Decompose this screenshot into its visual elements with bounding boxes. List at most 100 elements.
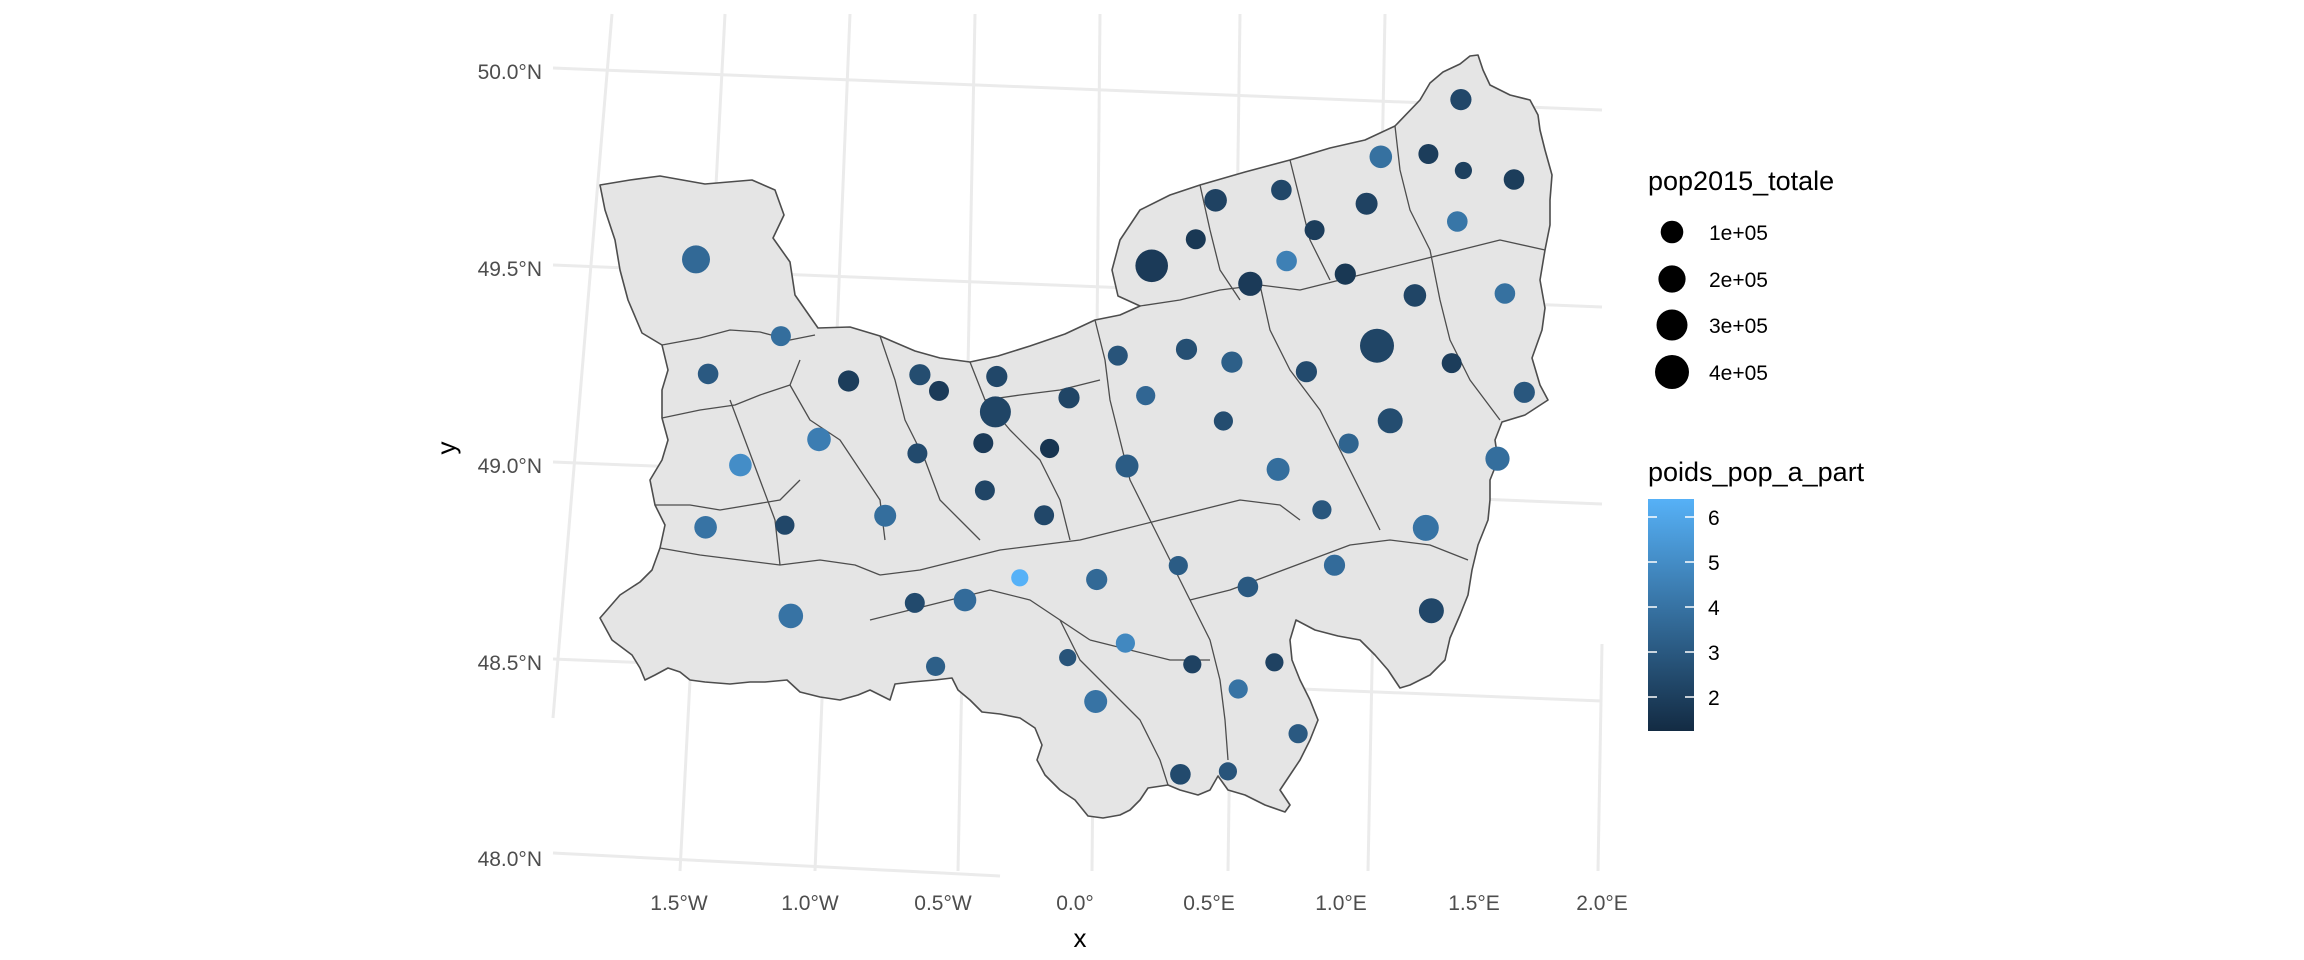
population-point <box>1265 653 1284 672</box>
population-point <box>1011 569 1029 587</box>
population-point <box>874 504 897 527</box>
boundary <box>1059 619 1169 786</box>
population-point <box>1266 457 1290 481</box>
colorbar-label: 2 <box>1708 687 1720 710</box>
population-point <box>1513 381 1535 403</box>
population-point <box>1238 271 1263 296</box>
boundary <box>1199 184 1241 301</box>
x-axis-ticks: 1.5°W 1.0°W 0.5°W 0.0° 0.5°E 1.0°E 1.5°E… <box>650 892 1628 915</box>
population-point <box>1323 554 1346 576</box>
normandy-region <box>599 54 1553 819</box>
x-axis-title: x <box>1074 923 1087 953</box>
population-point <box>1034 505 1055 526</box>
population-point <box>1204 189 1227 212</box>
x-tick-label: 0.5°E <box>1183 892 1235 915</box>
population-point <box>697 363 719 385</box>
boundary <box>879 519 1161 576</box>
x-tick-label: 0.0° <box>1056 892 1094 915</box>
population-point <box>1312 500 1332 520</box>
population-point <box>1441 353 1462 374</box>
population-point <box>909 364 931 386</box>
y-tick-label: 49.0°N <box>478 455 542 478</box>
size-legend-key <box>1660 220 1684 244</box>
population-point <box>1175 338 1198 360</box>
size-legend-label: 4e+05 <box>1709 362 1768 385</box>
boundary <box>879 335 981 541</box>
population-point <box>1221 351 1243 373</box>
boundary <box>655 479 801 511</box>
population-point <box>1360 328 1394 363</box>
population-point <box>1450 89 1472 111</box>
population-point <box>729 453 752 477</box>
size-legend-key <box>1656 309 1688 341</box>
population-point <box>1213 411 1233 431</box>
population-point <box>1503 169 1525 190</box>
population-point <box>1135 249 1168 283</box>
population-point <box>907 443 928 464</box>
y-tick-label: 48.5°N <box>478 652 542 675</box>
population-point <box>1494 283 1516 304</box>
population-point <box>1040 438 1060 459</box>
population-point <box>1058 387 1080 409</box>
population-point <box>1271 179 1292 201</box>
population-point <box>778 603 804 629</box>
population-point <box>974 480 995 501</box>
population-point <box>1338 433 1359 454</box>
population-point <box>1115 633 1135 653</box>
population-point <box>1295 361 1317 383</box>
x-tick-label: 1.5°E <box>1448 892 1500 915</box>
population-point <box>694 516 717 539</box>
x-tick-label: 1.0°W <box>781 892 839 915</box>
boundary <box>1189 599 1229 761</box>
population-point <box>1059 649 1077 667</box>
population-point <box>904 592 925 613</box>
size-legend: pop2015_totale 1e+05 2e+05 3e+05 4e+05 <box>1648 166 1834 389</box>
population-point <box>1418 144 1439 164</box>
population-point <box>1412 514 1439 541</box>
population-point <box>770 326 791 347</box>
population-point <box>926 656 946 677</box>
population-point <box>1185 229 1206 250</box>
boundary <box>1289 159 1331 281</box>
colorbar <box>1648 499 1694 731</box>
x-tick-label: 0.5°W <box>914 892 972 915</box>
population-point <box>929 380 949 401</box>
population-point <box>1377 408 1403 434</box>
y-axis-ticks: 50.0°N 49.5°N 49.0°N 48.5°N 48.0°N <box>478 61 542 871</box>
population-point <box>1183 655 1202 674</box>
boundary <box>1159 499 1301 521</box>
size-legend-key <box>1658 265 1686 293</box>
population-point <box>1403 284 1427 307</box>
colorbar-label: 6 <box>1708 507 1720 530</box>
x-tick-label: 2.0°E <box>1576 892 1628 915</box>
population-point <box>1276 250 1297 272</box>
population-point <box>1369 145 1393 169</box>
size-legend-label: 3e+05 <box>1709 315 1768 338</box>
population-point <box>1485 446 1510 471</box>
colorbar-ticks <box>1648 516 1694 698</box>
y-axis-title: y <box>431 442 461 455</box>
population-point <box>1454 161 1472 180</box>
population-point <box>1136 386 1156 406</box>
population-point <box>1107 345 1128 366</box>
boundary <box>1259 284 1381 531</box>
boundary <box>984 379 1101 401</box>
population-point <box>1170 764 1191 785</box>
population-point <box>775 515 795 535</box>
meridian-1.5W <box>551 13 614 719</box>
population-point <box>1304 220 1325 241</box>
boundary <box>1189 539 1469 601</box>
boundary <box>661 359 801 419</box>
population-point <box>1237 576 1259 598</box>
boundary <box>661 329 816 346</box>
population-point <box>1355 192 1378 215</box>
size-legend-key <box>1655 355 1689 389</box>
points-layer <box>682 89 1535 785</box>
colorbar-label: 3 <box>1708 642 1720 665</box>
population-point <box>973 433 994 454</box>
population-point <box>1228 679 1248 699</box>
population-point <box>1418 598 1444 624</box>
colorbar-label: 5 <box>1708 552 1720 575</box>
population-point <box>1084 690 1108 713</box>
